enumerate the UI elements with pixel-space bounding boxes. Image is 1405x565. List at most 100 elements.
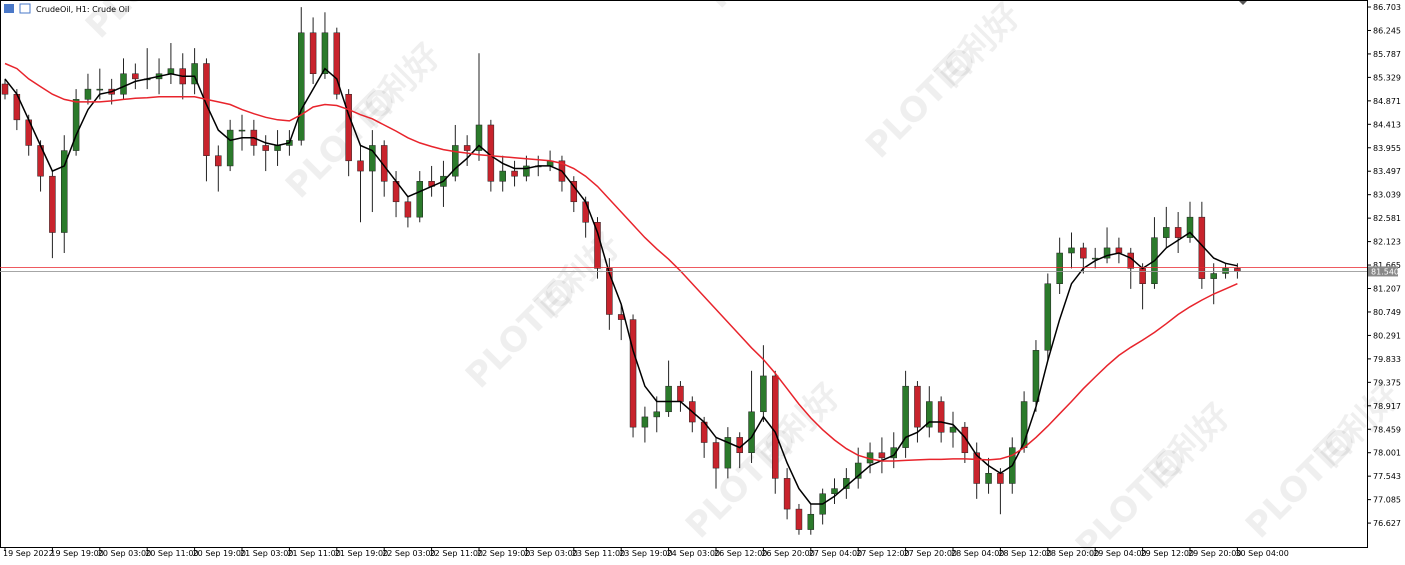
candle-body — [724, 437, 732, 469]
candle-body — [49, 175, 56, 233]
candle-body — [653, 411, 660, 418]
x-tick-label: 24 Sep 03:00 — [667, 549, 720, 558]
candle-body — [321, 32, 329, 75]
candle-body — [665, 385, 672, 413]
x-tick-label: 29 Sep 04:00 — [1093, 549, 1146, 558]
y-tick-label: 80.749 — [1373, 308, 1401, 317]
candle-body — [985, 472, 992, 484]
x-tick-label: 28 Sep 04:00 — [951, 549, 1004, 558]
candle-body — [570, 181, 578, 203]
candle-body — [807, 513, 815, 530]
candle-body — [1103, 247, 1111, 259]
candle-body — [96, 88, 104, 91]
candle-body — [629, 319, 637, 428]
candle-body — [333, 32, 341, 95]
chart-title: CrudeOil, H1: Crude Oil — [36, 5, 129, 14]
candle-body — [926, 401, 933, 428]
candle-body — [902, 385, 909, 448]
x-tick-label: 23 Sep 03:00 — [524, 549, 577, 558]
candle-body — [357, 160, 364, 172]
candle-body — [369, 145, 376, 172]
candle-body — [1044, 283, 1052, 351]
candle-body — [309, 32, 317, 75]
candle-body — [84, 88, 92, 100]
y-tick-label: 83.039 — [1373, 191, 1401, 200]
y-tick-label: 85.787 — [1373, 50, 1401, 59]
y-tick-label: 84.413 — [1373, 120, 1401, 129]
x-tick-label: 21 Sep 19:00 — [335, 549, 388, 558]
candle-body — [582, 201, 589, 223]
bid-label: 81.540 — [1371, 267, 1399, 276]
candle-body — [167, 68, 175, 75]
y-tick-label: 83.955 — [1373, 144, 1401, 153]
x-tick-label: 21 Sep 11:00 — [287, 549, 340, 558]
candle-body — [973, 452, 980, 484]
candle-body — [380, 145, 388, 182]
x-tick-label: 21 Sep 03:00 — [240, 549, 293, 558]
candle-body — [795, 508, 803, 530]
y-tick-label: 79.833 — [1373, 355, 1401, 364]
x-tick-label: 19 Sep 19:00 — [50, 549, 103, 558]
candle-body — [416, 181, 423, 218]
y-tick-label: 79.375 — [1373, 378, 1401, 387]
x-tick-label: 26 Sep 20:00 — [761, 549, 814, 558]
candle-body — [1234, 268, 1241, 272]
x-tick-label: 27 Sep 20:00 — [904, 549, 957, 558]
x-tick-label: 19 Sep 2022 — [3, 549, 54, 558]
candle-body — [937, 401, 945, 433]
y-tick-label: 86.703 — [1373, 3, 1401, 12]
candle-body — [1163, 227, 1170, 238]
candle-body — [1186, 216, 1194, 238]
x-tick-label: 22 Sep 11:00 — [430, 549, 483, 558]
candle-body — [1139, 268, 1146, 284]
candle-body — [878, 452, 886, 459]
y-tick-label: 77.543 — [1373, 472, 1401, 481]
y-tick-label: 82.581 — [1373, 214, 1401, 223]
candle-body — [677, 385, 684, 402]
candle-body — [72, 99, 80, 151]
y-tick-label: 80.291 — [1373, 331, 1401, 340]
candle-body — [949, 426, 957, 433]
candle-body — [1056, 252, 1063, 284]
x-tick-label: 28 Sep 12:00 — [998, 549, 1051, 558]
y-tick-label: 78.917 — [1373, 402, 1401, 411]
x-tick-label: 23 Sep 19:00 — [619, 549, 672, 558]
candle-body — [997, 472, 1004, 484]
candle-body — [523, 165, 530, 177]
bid-label-box — [1368, 266, 1398, 277]
candle-body — [890, 447, 897, 459]
x-tick-label: 29 Sep 20:00 — [1188, 549, 1241, 558]
candle-body — [712, 442, 720, 469]
y-tick-label: 77.085 — [1373, 496, 1401, 505]
moving-average — [4, 67, 1238, 505]
chart-icon[interactable] — [19, 3, 31, 14]
candle-body — [238, 129, 246, 132]
y-tick-label: 81.207 — [1373, 285, 1401, 294]
candle-body — [132, 73, 139, 80]
candle-body — [961, 426, 969, 454]
x-tick-label: 22 Sep 19:00 — [477, 549, 530, 558]
y-tick-label: 83.497 — [1373, 167, 1401, 176]
candle-body — [463, 145, 471, 151]
candle-body — [298, 32, 305, 141]
x-tick-label: 20 Sep 11:00 — [145, 549, 198, 558]
x-tick-label: 20 Sep 03:00 — [98, 549, 151, 558]
candle-body — [1, 83, 9, 95]
candle-body — [783, 478, 791, 510]
x-tick-label: 29 Sep 12:00 — [1141, 549, 1194, 558]
candle-body — [404, 201, 412, 218]
menu-icon[interactable] — [4, 4, 14, 13]
candle-body — [61, 150, 68, 233]
candle-body — [511, 170, 518, 177]
candle-body — [1174, 227, 1182, 238]
candle-body — [1032, 350, 1040, 402]
y-tick-label: 84.871 — [1373, 97, 1401, 106]
candle-body — [854, 462, 862, 479]
x-tick-label: 30 Sep 04:00 — [1235, 549, 1288, 558]
x-tick-label: 28 Sep 20:00 — [1046, 549, 1099, 558]
candle-body — [262, 145, 269, 151]
candle-body — [499, 170, 506, 182]
candle-body — [226, 129, 234, 167]
